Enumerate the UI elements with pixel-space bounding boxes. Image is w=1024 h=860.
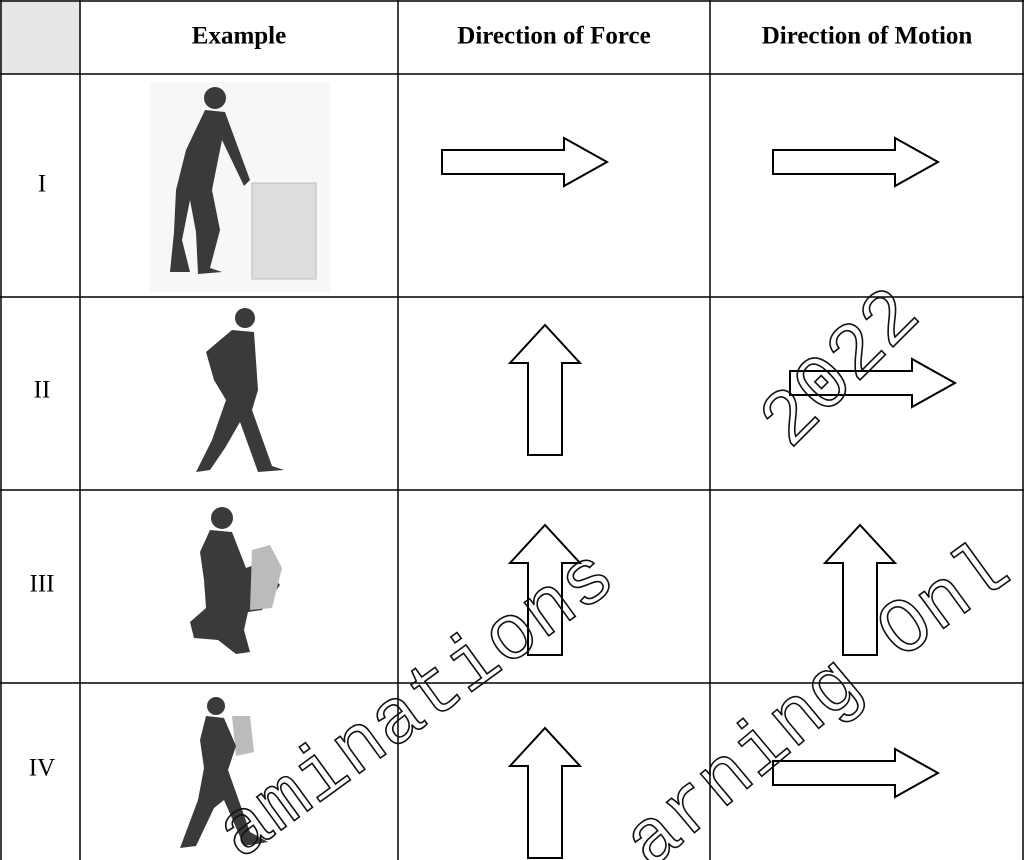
arrow-up (509, 727, 581, 859)
header-cell: Example (192, 23, 286, 50)
row-label: I (38, 171, 46, 198)
arrow-right (772, 137, 939, 187)
row-label: IV (29, 755, 55, 782)
header-cell: Direction of Motion (762, 23, 973, 50)
arrow-right (441, 137, 608, 187)
header-cell: Direction of Force (457, 23, 650, 50)
header-corner (0, 0, 80, 74)
row-label: II (34, 377, 51, 404)
figure-pushing (150, 82, 330, 292)
figure-crouching (190, 507, 282, 654)
arrow-up (509, 324, 581, 456)
figure-carrying (180, 697, 268, 848)
watermark: arning (609, 640, 881, 860)
watermark: Onl (862, 526, 1024, 680)
watermark: 2022 (745, 272, 940, 467)
figure-walking (196, 308, 284, 472)
row-label: III (30, 571, 55, 598)
